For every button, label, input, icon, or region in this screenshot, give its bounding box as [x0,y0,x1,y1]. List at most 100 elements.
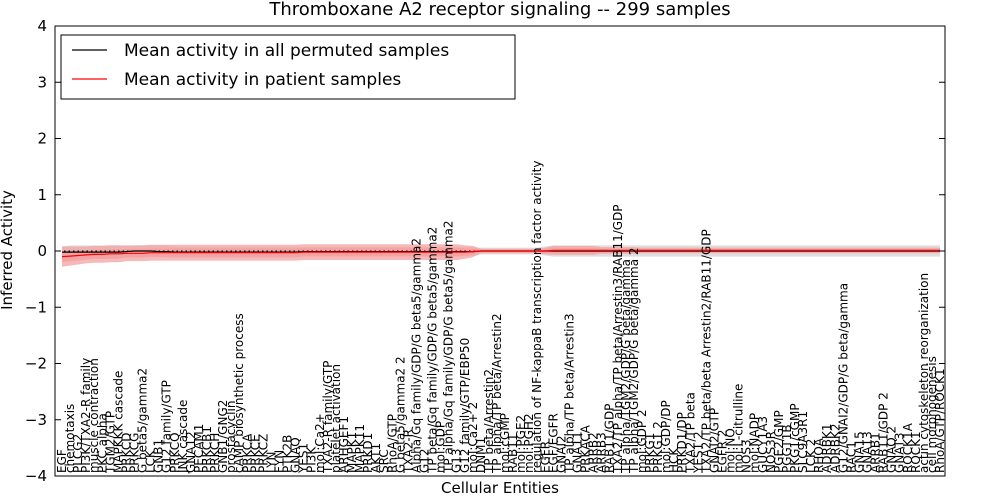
x-tick-label: PRKCD [119,433,133,473]
x-tick-label: PRKACA [579,424,593,473]
x-tick-label: chemotaxis [63,404,77,473]
x-tick-label: LCK 2 [804,439,818,473]
x-tick-label: NOS3R [764,431,778,473]
chart-title: Thromboxane A2 receptor signaling -- 299… [268,0,730,20]
x-tick-label: SRC [377,449,391,473]
y-axis-ticks: −4 −3 −2 −1 0 1 2 3 4 [25,17,945,485]
x-tick-label: RAB11/GDP [603,404,617,473]
x-tick-label: regulation of NF-kappaB transcription fa… [530,161,544,473]
x-tick-label: Alpha/Gq family/GDP/G beta5/gamma2 [409,238,423,473]
x-tick-label: EGFR 2 [716,429,730,473]
x-tick-label: G13 [450,448,464,473]
x-tick-label: PRKG1 [643,433,657,473]
x-tick-label: PGGT1B [780,424,794,473]
x-tick-label: GNAT3 [893,432,907,473]
x-tick-label: PRKCB1 [200,426,214,473]
x-tick-label: TP alpha/TGM2/GDP/G beta/gamma [619,259,633,474]
x-tick-label: GNA11 [571,431,585,473]
x-tick-label: mol:L-citrulline [732,384,746,473]
x-tick-label: TXA2/TP beta [683,392,697,474]
x-tick-label: mol:PGH2 [522,413,536,473]
x-tick-label: LCK [144,449,158,473]
x-tick-label: mol:GDP [434,421,448,473]
series-lines [61,249,940,258]
x-tick-label: AKT1 [369,443,383,473]
confidence-bands [62,244,940,267]
x-tick-label: G12 family/GTP [160,380,174,473]
x-tick-label: MAPKKK cascade [111,371,125,473]
series-line-patient [61,249,940,258]
x-tick-label: PECAM1 [192,424,206,473]
legend-label-patient: Mean activity in patient samples [124,70,401,90]
x-tick-label: ADRBK1 [820,423,834,473]
x-tick-label: TP alpha/Gq family/GDP/G beta5/gamma2 [442,220,456,474]
y-tick-label: 3 [37,73,47,91]
x-tick-label: mol:NO [724,428,738,473]
x-tick-label: G12 family/GTP/EBP50 [458,338,472,473]
x-tick-label: PLCG2 [71,434,85,473]
y-tick-label: 2 [37,130,47,148]
x-tick-label: mol:GDP/DP [659,400,673,473]
x-tick-label: MAPK11 [353,424,367,473]
x-tick-label: ARHGEF1 [337,416,351,473]
x-tick-label: YES1 2 [691,431,705,474]
x-tick-label: TXA2/TP beta/beta Arrestin2/RAB11/GDP [699,229,713,474]
x-tick-label: TP alpha/TGM2/GDP/G beta/gamma 2 [627,247,641,474]
x-tick-label: MAPK1 [345,432,359,473]
x-tick-label: PI3K [305,446,319,473]
x-tick-label: GNA15 [852,431,866,473]
legend-box [60,34,516,100]
x-tick-label: GNA12 [184,431,198,473]
x-tick-label: EGFR [538,441,552,473]
x-tick-label: ROCK1A [901,422,915,473]
x-tick-label: ROCK1 [909,431,923,473]
x-tick-label: ARRB1 [869,432,883,473]
x-tick-label: ADRBK2 [828,423,842,473]
legend: Mean activity in all permuted samples Me… [60,34,516,100]
x-tick-label: cAMP biosynthetic process [232,313,246,473]
x-tick-label: PRKCH [208,433,222,473]
x-tick-label: G12/GNAI2/GDP/G beta/gamma [836,283,850,473]
x-tick-label: EGF/EGFR [546,413,560,473]
x-tick-label: PI3K/TXA2-R family [79,358,93,473]
x-tick-label: TXA2-R family/GTP [321,361,335,474]
x-tick-label: PKC alpha [95,413,109,473]
x-tick-label: TP alpha/TP beta/Arrestin2 [490,313,504,474]
x-tick-label: HCK [667,447,681,473]
x-tick-label: actin cytoskeleton reorganization [917,273,931,473]
x-tick-label: GUCY1A3 [756,416,770,473]
x-tick-label: mol:Ca2+ 2 [466,402,480,473]
x-tick-label: NOS3 [740,439,754,473]
x-tick-label: PGE2/GMP [772,410,786,473]
x-tick-label: mol:GDP 2 [635,409,649,473]
x-tick-label: PRKCZ [256,434,270,473]
x-tick-label: RHOA [812,437,826,473]
x-tick-label: DNM1 [474,437,488,473]
x-tick-label: RAC1 [844,441,858,473]
x-tick-label: PRKG1 2 [651,421,665,473]
x-tick-label: G12 [418,448,432,473]
y-tick-label: −1 [25,298,47,316]
x-tick-label: RAB11 [506,433,520,473]
x-tick-label: PRKD1 [361,433,375,473]
x-tick-label: PRKD1/DP [675,412,689,473]
x-tick-label: PRKCA [240,433,254,473]
x-tick-label: PRKCQ [168,432,182,473]
x-tick-label: PRKCE [248,434,262,473]
x-tick-label: LYN [264,452,278,473]
x-tick-label: mol:Ca2+ [313,413,327,473]
x-tick-label: GNA13 [861,431,875,473]
x-tick-label: RhoA/GTP/ROCK1 [933,368,947,473]
x-tick-label: platelet activation [329,364,343,473]
y-axis-label: Inferred Activity [0,190,16,310]
x-tick-label: FYN [273,450,287,473]
x-tick-label: cell morphogenesis [925,356,939,473]
x-tick-label: YES1 [297,443,311,474]
x-tick-label: JNK cascade [176,400,190,474]
x-tick-label: RhoA/GTP [385,414,399,473]
x-tick-label: mol:cGMP [498,413,512,473]
x-tick-label: prostacyclin [224,401,238,474]
x-tick-label: TXA2/TP alpha/TP beta/Arrestin3/RAB11/GD… [611,204,625,474]
x-tick-label: TP beta/Gq family/GDP/G beta5/gamma2 [426,227,440,474]
